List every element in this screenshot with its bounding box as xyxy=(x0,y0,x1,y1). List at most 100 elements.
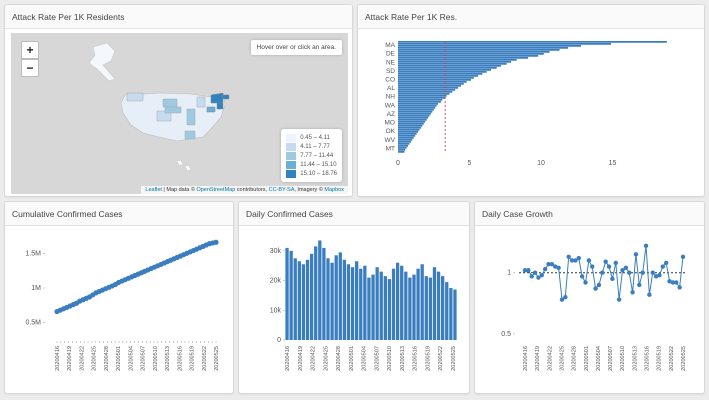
daily-bar xyxy=(371,274,375,340)
attack-bar xyxy=(398,137,414,139)
daily-x-tick: 20200525 xyxy=(451,346,457,371)
growth-point xyxy=(559,297,565,302)
state-ne[interactable] xyxy=(164,106,182,114)
daily-bar xyxy=(400,265,404,340)
hawaii-shape[interactable] xyxy=(176,159,192,172)
attack-bar xyxy=(398,79,471,81)
state-wa[interactable] xyxy=(126,92,144,102)
state-md[interactable] xyxy=(206,106,216,113)
daily-x-tick: 20200501 xyxy=(349,346,355,371)
attack-bar xyxy=(398,113,431,115)
legend-swatch xyxy=(286,169,297,178)
attack-panel-title: Attack Rate Per 1K Res. xyxy=(358,5,704,29)
attack-tick-label: AZ xyxy=(387,111,395,118)
legend-swatch xyxy=(286,151,297,160)
alaska-shape[interactable] xyxy=(88,42,116,82)
state-ny[interactable] xyxy=(210,92,224,104)
legend-row: 0.45 – 4.11 xyxy=(286,133,337,142)
growth-x-tick: 20200416 xyxy=(523,346,529,371)
attack-bar xyxy=(398,143,410,145)
daily-bar xyxy=(412,274,416,340)
daily-bar xyxy=(334,255,338,340)
attack-bar xyxy=(398,101,441,103)
growth-point xyxy=(643,243,649,248)
growth-point xyxy=(590,264,595,269)
growth-point xyxy=(569,258,575,263)
daily-cases-panel: Daily Confirmed Cases 0 10k 20k 30k 20200416… xyxy=(238,201,470,394)
attack-bar xyxy=(398,95,447,97)
attack-bar xyxy=(398,145,409,147)
attack-bar xyxy=(398,89,456,91)
state-il[interactable] xyxy=(186,108,196,126)
growth-point xyxy=(546,261,551,267)
daily-bar xyxy=(346,264,351,340)
attack-bar xyxy=(398,121,426,123)
cum-x-tick: 20200504 xyxy=(128,346,134,371)
growth-point xyxy=(579,274,585,279)
growth-x-tick: 20200513 xyxy=(632,346,638,371)
cum-x-tick: 20200507 xyxy=(141,346,147,371)
attack-bar xyxy=(398,63,507,65)
attack-rate-chart-panel: Attack Rate Per 1K Res. MA DE NE SD CO AL NH WA… xyxy=(357,4,705,197)
growth-y-tick: 1 xyxy=(507,270,511,277)
cumulative-panel-title: Cumulative Confirmed Cases xyxy=(5,202,233,226)
growth-point xyxy=(620,268,625,273)
growth-x-tick: 20200425 xyxy=(559,346,565,371)
attack-bar xyxy=(398,53,544,55)
mapbox-link[interactable]: Mapbox xyxy=(324,187,344,193)
daily-y-tick: 30k xyxy=(270,248,282,255)
attack-bar xyxy=(398,119,427,121)
osm-link[interactable]: OpenStreetMap xyxy=(196,187,236,193)
legend-label: 15.10 – 18.76 xyxy=(300,170,337,177)
daily-bar xyxy=(432,267,437,340)
daily-bar xyxy=(453,289,457,340)
daily-bar xyxy=(297,261,301,340)
us-states-map[interactable] xyxy=(11,33,348,194)
legend-label: 4.11 – 7.77 xyxy=(300,143,330,150)
daily-bar xyxy=(285,247,289,340)
daily-bar xyxy=(363,265,367,340)
leaflet-link[interactable]: Leaflet xyxy=(145,187,162,193)
zoom-in-button[interactable]: + xyxy=(21,41,39,59)
legend-row: 15.10 – 18.76 xyxy=(286,169,337,178)
growth-point xyxy=(573,258,578,263)
attack-bar xyxy=(398,115,430,117)
growth-x-tick: 20200428 xyxy=(572,346,578,371)
license-link[interactable]: CC-BY-SA xyxy=(268,187,295,193)
growth-x-tick: 20200519 xyxy=(657,346,663,371)
attack-bar xyxy=(398,51,550,53)
daily-cases-chart[interactable]: 0 10k 20k 30k 20200416 20200419 20200422 202004… xyxy=(239,228,469,393)
growth-point xyxy=(660,264,666,269)
daily-growth-chart[interactable]: 0.5 1 20200416 20200419 20200422 20200425 2020… xyxy=(475,228,704,393)
attack-bar xyxy=(398,65,501,67)
state-la[interactable] xyxy=(184,130,196,140)
growth-x-tick: 20200522 xyxy=(669,346,675,371)
daily-bar xyxy=(420,264,424,340)
daily-bar xyxy=(326,258,330,340)
zoom-out-button[interactable]: − xyxy=(21,59,39,77)
state-sd[interactable] xyxy=(162,98,178,108)
map-attribution: Leaflet | Map data © OpenStreetMap contr… xyxy=(141,186,348,194)
cum-x-tick: 20200519 xyxy=(190,346,196,371)
daily-bar xyxy=(355,261,359,340)
cum-x-tick: 20200513 xyxy=(165,346,171,371)
state-ma[interactable] xyxy=(222,94,230,100)
growth-point xyxy=(667,279,672,284)
growth-point xyxy=(647,292,652,297)
state-mi[interactable] xyxy=(196,96,206,108)
growth-point xyxy=(596,282,602,288)
attack-bar xyxy=(398,141,411,143)
cumulative-cases-chart[interactable]: 0.5M 1M 1.5M 20200416 20200419 20200422 202004… xyxy=(5,228,233,393)
choropleth-map[interactable]: + − Hover over or click an area. 0.45 – … xyxy=(11,33,348,194)
daily-bar xyxy=(305,259,310,340)
attack-tick-label: SD xyxy=(386,68,395,75)
growth-point xyxy=(613,260,618,266)
state-nj[interactable] xyxy=(216,102,224,110)
daily-bar xyxy=(289,250,293,340)
daily-bar xyxy=(375,267,379,340)
growth-point xyxy=(583,280,588,285)
attack-x-tick: 5 xyxy=(468,160,472,167)
growth-point xyxy=(670,280,676,285)
daily-bar xyxy=(330,262,334,340)
